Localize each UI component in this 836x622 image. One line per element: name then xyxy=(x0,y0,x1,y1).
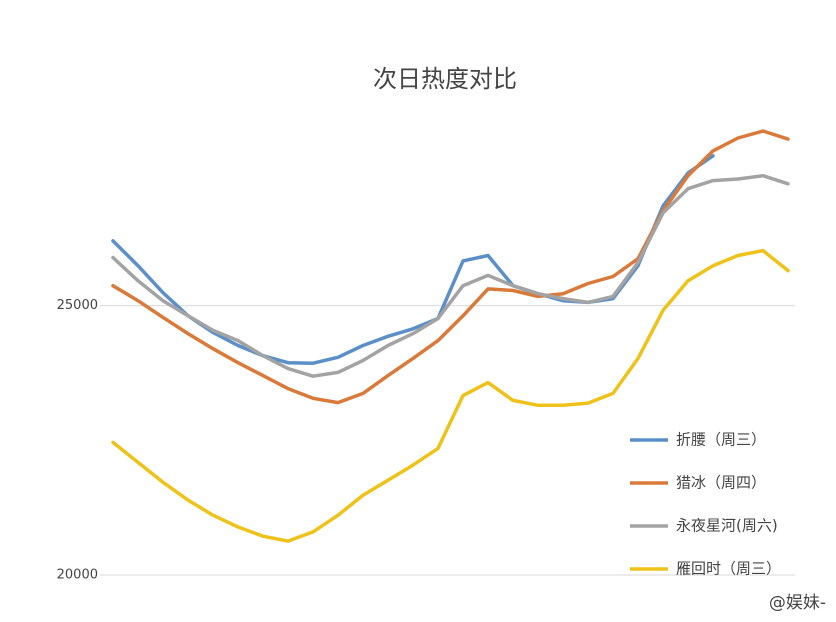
series-line xyxy=(111,154,715,365)
watermark: @娱妹- xyxy=(769,593,826,613)
legend-label: 猎冰（周四） xyxy=(676,474,766,492)
legend-label: 永夜星河(周六) xyxy=(676,517,778,535)
legend-label: 雁回时（周三） xyxy=(676,560,781,578)
series-line xyxy=(111,248,790,543)
series-line xyxy=(111,173,790,378)
y-tick-label: 25000 xyxy=(57,298,98,313)
chart-title: 次日热度对比 xyxy=(373,65,517,93)
series-line xyxy=(111,129,790,405)
legend-label: 折腰（周三） xyxy=(676,431,766,449)
y-tick-label: 20000 xyxy=(57,568,98,583)
